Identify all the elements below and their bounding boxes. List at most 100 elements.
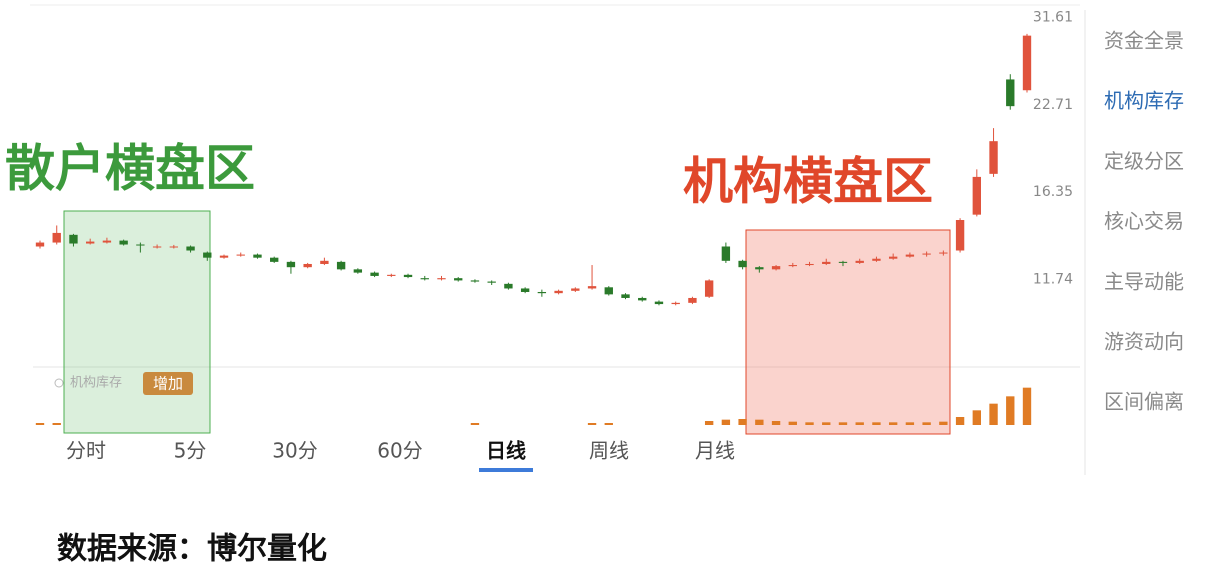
- candle-body: [888, 256, 898, 259]
- sidebar-item[interactable]: 机构库存: [1104, 89, 1184, 113]
- indicator-bar: [989, 403, 998, 425]
- indicator-bar: [721, 419, 731, 425]
- candle-body: [152, 246, 162, 248]
- candle-body: [470, 280, 480, 282]
- tab[interactable]: 日线: [486, 439, 526, 463]
- candle-body: [972, 176, 981, 215]
- candle-body: [437, 278, 446, 280]
- annotation: 散户横盘区: [5, 140, 255, 198]
- indicator-bar: [1022, 387, 1032, 425]
- indicator-bar: [738, 419, 747, 425]
- candle-body: [654, 301, 664, 305]
- candle-body: [119, 240, 128, 245]
- candle-body: [52, 232, 61, 243]
- candle-body: [504, 283, 513, 289]
- candle-body: [604, 287, 613, 295]
- tabs: 分时 5分 30分 60分 日线 周线 月线: [66, 439, 735, 472]
- add-button[interactable]: [143, 372, 193, 395]
- candle-body: [738, 260, 747, 268]
- source: 数据来源：博尔量化: [57, 532, 327, 567]
- candle-body: [403, 274, 413, 278]
- candle-body: [855, 260, 864, 263]
- candle-body: [370, 272, 379, 276]
- retail-box: [63, 210, 211, 434]
- sidebar-item[interactable]: 主导动能: [1104, 269, 1184, 293]
- candle-body: [671, 302, 680, 305]
- candle-body: [336, 261, 346, 270]
- indicator-bar: [838, 422, 848, 425]
- candle-body: [537, 291, 547, 294]
- candle-body: [1022, 35, 1032, 91]
- candle-body: [704, 280, 714, 297]
- indicator-bar: [771, 421, 781, 425]
- candle-body: [86, 241, 95, 244]
- tab[interactable]: 分时: [66, 439, 106, 463]
- indicator-bar: [822, 422, 831, 425]
- indicator-bar: [604, 423, 613, 425]
- candle-body: [822, 261, 831, 264]
- tab[interactable]: 30分: [272, 439, 317, 463]
- indicator-label: 机构库存: [70, 375, 122, 391]
- annotation: 机构横盘区: [683, 153, 933, 211]
- candle-body: [688, 297, 697, 303]
- indicator-bar: [35, 423, 45, 425]
- indicator-bar: [1006, 396, 1015, 425]
- candle-body: [638, 297, 647, 301]
- indicator-bar: [905, 422, 915, 425]
- candle-body: [587, 286, 597, 289]
- candle-body: [69, 234, 78, 244]
- indicator-bar: [922, 422, 931, 425]
- candle-body: [186, 246, 195, 251]
- annotation-boxes: [63, 210, 951, 435]
- candle-body: [35, 242, 45, 247]
- indicator-bar: [805, 422, 814, 425]
- candle-body: [270, 257, 279, 262]
- y-tick-label: 11.74: [1033, 272, 1073, 288]
- indicator-bar: [939, 421, 948, 425]
- candle-body: [236, 254, 245, 256]
- candle-body: [955, 220, 965, 251]
- tab[interactable]: 60分: [377, 439, 422, 463]
- candle-body: [102, 240, 112, 243]
- candle-body: [219, 255, 229, 258]
- add-button-label[interactable]: 增加: [153, 375, 183, 393]
- candle-body: [203, 252, 212, 258]
- tab[interactable]: 月线: [695, 439, 735, 463]
- y-tick-label: 22.71: [1033, 97, 1073, 113]
- candle-body: [838, 261, 848, 263]
- candle-body: [721, 246, 731, 261]
- candle-body: [520, 288, 530, 292]
- plot: 11.74 16.35 22.71 31.61: [35, 9, 1073, 425]
- indicator-bar: [872, 422, 881, 425]
- tab[interactable]: 周线: [589, 439, 629, 463]
- indicator-bar: [955, 417, 965, 425]
- sidebar-item[interactable]: 资金全景: [1104, 29, 1184, 53]
- candle-body: [1006, 79, 1015, 107]
- tab[interactable]: 5分: [174, 439, 207, 463]
- indicator-header: 机构库存 增加: [54, 372, 193, 395]
- indicator-bar: [470, 423, 480, 425]
- sidebar-item[interactable]: 游资动向: [1104, 330, 1184, 354]
- sidebar-item[interactable]: 定级分区: [1104, 149, 1184, 173]
- candle-body: [420, 278, 429, 280]
- candle-body: [387, 274, 396, 276]
- sidebar-item[interactable]: 核心交易: [1104, 209, 1184, 233]
- candle-body: [788, 265, 797, 267]
- gear-icon: [54, 378, 64, 388]
- indicator-bar: [788, 421, 797, 425]
- indicator-bar: [888, 422, 898, 425]
- indicator-bar: [52, 423, 61, 425]
- candle-body: [939, 252, 948, 254]
- tab-underline: [479, 468, 533, 472]
- candle-body: [805, 263, 814, 266]
- candle-body: [989, 141, 998, 174]
- candle-body: [136, 244, 145, 246]
- candle-body: [253, 254, 262, 258]
- candle-body: [905, 254, 915, 257]
- indicator-bar: [704, 421, 714, 425]
- candle-body: [922, 253, 931, 255]
- indicator-bar: [855, 422, 864, 425]
- sidebar-item[interactable]: 区间偏离: [1104, 390, 1184, 414]
